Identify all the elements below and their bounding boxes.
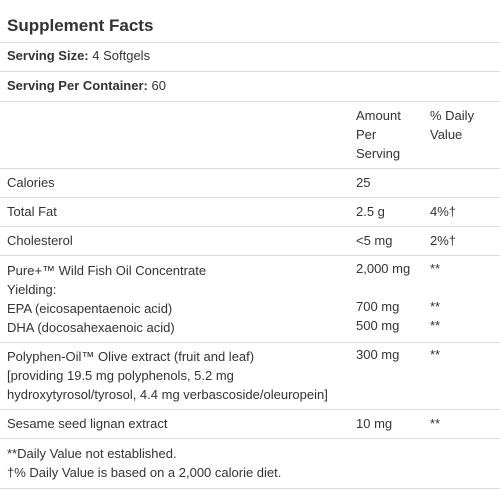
- amount-header-line: Per: [356, 127, 377, 142]
- serving-size-value: 4 Softgels: [88, 48, 151, 63]
- polyphen-description: Polyphen-Oil™ Olive extract (fruit and l…: [7, 347, 328, 404]
- nutrient-name: Total Fat: [7, 204, 57, 219]
- nutrient-daily-value: 2%†: [430, 233, 457, 248]
- sesame-dv: **: [430, 416, 441, 431]
- nutrient-amount: 2.5 g: [356, 204, 385, 219]
- divider: [0, 342, 500, 343]
- divider: [0, 488, 500, 489]
- divider: [0, 438, 500, 439]
- fish-oil-amount: 2,000 mg: [356, 261, 411, 276]
- divider: [0, 409, 500, 410]
- polyphen-dv: **: [430, 347, 441, 362]
- fish-oil-names: Pure+™ Wild Fish Oil Concentrate Yieldin…: [7, 261, 206, 337]
- amount-header-line: Amount: [356, 108, 401, 123]
- epa-amount: 700 mg: [356, 299, 400, 314]
- servings-per-container-value: 60: [147, 78, 166, 93]
- nutrient-amount: <5 mg: [356, 233, 393, 248]
- serving-size-label: Serving Size:: [7, 48, 89, 63]
- epa-name: EPA (eicosapentaenoic acid): [7, 301, 173, 316]
- polyphen-line: hydroxytyrosol/tyrosol, 4.4 mg verbascos…: [7, 387, 328, 402]
- polyphen-amount: 300 mg: [356, 347, 400, 362]
- servings-per-container-label: Serving Per Container:: [7, 78, 148, 93]
- dha-name: DHA (docosahexaenoic acid): [7, 320, 175, 335]
- serving-size-row: Serving Size: 4 Softgels: [7, 48, 150, 63]
- polyphen-line: Polyphen-Oil™ Olive extract (fruit and l…: [7, 349, 255, 364]
- amount-header-line: Serving: [356, 146, 401, 161]
- divider: [0, 197, 500, 198]
- divider: [0, 42, 500, 43]
- divider: [0, 255, 500, 256]
- nutrient-name: Calories: [7, 175, 55, 190]
- footnote: **Daily Value not established.: [7, 446, 177, 461]
- footnotes: **Daily Value not established. †% Daily …: [7, 444, 281, 482]
- epa-dv: **: [430, 299, 441, 314]
- servings-per-container-row: Serving Per Container: 60: [7, 78, 166, 93]
- yielding-label: Yielding:: [7, 282, 57, 297]
- nutrient-name: Cholesterol: [7, 233, 73, 248]
- nutrient-daily-value: 4%†: [430, 204, 457, 219]
- divider: [0, 71, 500, 72]
- dha-dv: **: [430, 318, 441, 333]
- dv-header-line: Value: [430, 127, 463, 142]
- fish-oil-name: Pure+™ Wild Fish Oil Concentrate: [7, 263, 207, 278]
- footnote: †% Daily Value is based on a 2,000 calor…: [7, 465, 282, 480]
- panel-title: Supplement Facts: [7, 16, 154, 35]
- amount-per-serving-header: Amount Per Serving: [356, 106, 401, 163]
- sesame-amount: 10 mg: [356, 416, 393, 431]
- divider: [0, 226, 500, 227]
- dha-amount: 500 mg: [356, 318, 400, 333]
- sesame-name: Sesame seed lignan extract: [7, 416, 168, 431]
- divider: [0, 168, 500, 169]
- nutrient-amount: 25: [356, 175, 371, 190]
- dv-header-line: % Daily: [430, 108, 475, 123]
- polyphen-line: [providing 19.5 mg polyphenols, 5.2 mg: [7, 368, 234, 383]
- fish-oil-dv: **: [430, 261, 441, 276]
- daily-value-header: % Daily Value: [430, 106, 474, 144]
- divider: [0, 101, 500, 102]
